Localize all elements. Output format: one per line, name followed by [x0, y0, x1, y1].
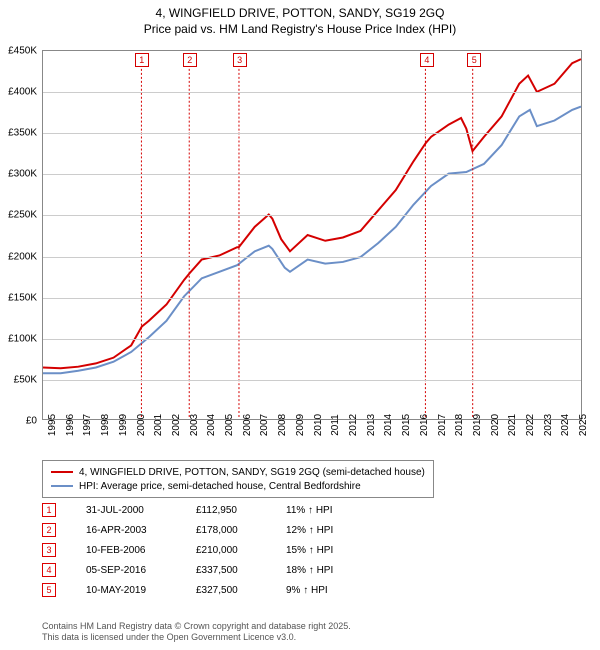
x-axis-label: 1997	[82, 414, 93, 436]
plot-svg	[43, 51, 581, 419]
x-axis-label: 2023	[543, 414, 554, 436]
transaction-marker: 3	[42, 543, 56, 557]
x-axis-label: 2001	[153, 414, 164, 436]
series-hpi	[43, 107, 581, 374]
x-axis-label: 2018	[454, 414, 465, 436]
y-axis-label: £0	[26, 416, 37, 427]
x-axis-label: 2017	[437, 414, 448, 436]
chart-title: 4, WINGFIELD DRIVE, POTTON, SANDY, SG19 …	[0, 0, 600, 37]
series-property	[43, 59, 581, 368]
transaction-price: £210,000	[196, 545, 286, 556]
x-axis-label: 2000	[136, 414, 147, 436]
footer: Contains HM Land Registry data © Crown c…	[42, 621, 351, 644]
title-line-2: Price paid vs. HM Land Registry's House …	[0, 22, 600, 38]
transaction-row: 1 31-JUL-2000£112,95011% ↑ HPI	[42, 500, 376, 520]
gridline-h	[43, 92, 581, 93]
transaction-date: 05-SEP-2016	[86, 565, 196, 576]
y-axis-label: £450K	[8, 46, 37, 57]
x-axis-label: 1996	[65, 414, 76, 436]
y-axis-label: £350K	[8, 128, 37, 139]
y-axis-label: £400K	[8, 87, 37, 98]
x-axis-label: 2020	[490, 414, 501, 436]
x-axis-label: 2014	[383, 414, 394, 436]
transaction-marker: 2	[42, 523, 56, 537]
x-axis-label: 2015	[401, 414, 412, 436]
legend-swatch-property	[51, 471, 73, 473]
legend-label-hpi: HPI: Average price, semi-detached house,…	[79, 481, 361, 492]
gridline-h	[43, 339, 581, 340]
transaction-date: 31-JUL-2000	[86, 505, 196, 516]
marker-box-2: 2	[183, 53, 197, 67]
marker-box-4: 4	[420, 53, 434, 67]
transaction-price: £327,500	[196, 585, 286, 596]
footer-line-2: This data is licensed under the Open Gov…	[42, 632, 351, 644]
marker-box-1: 1	[135, 53, 149, 67]
transaction-row: 2 16-APR-2003£178,00012% ↑ HPI	[42, 520, 376, 540]
transaction-marker: 1	[42, 503, 56, 517]
x-axis-label: 2019	[472, 414, 483, 436]
transaction-marker: 4	[42, 563, 56, 577]
y-axis-label: £250K	[8, 210, 37, 221]
gridline-h	[43, 133, 581, 134]
x-axis-label: 2004	[206, 414, 217, 436]
footer-line-1: Contains HM Land Registry data © Crown c…	[42, 621, 351, 633]
x-axis-label: 2002	[171, 414, 182, 436]
y-axis-label: £200K	[8, 251, 37, 262]
transaction-delta: 18% ↑ HPI	[286, 565, 376, 576]
transaction-row: 4 05-SEP-2016£337,50018% ↑ HPI	[42, 560, 376, 580]
x-axis-label: 2011	[330, 414, 341, 436]
transaction-delta: 15% ↑ HPI	[286, 545, 376, 556]
x-axis-label: 2005	[224, 414, 235, 436]
x-axis-label: 1995	[47, 414, 58, 436]
gridline-h	[43, 380, 581, 381]
legend-item-hpi: HPI: Average price, semi-detached house,…	[51, 479, 425, 493]
x-axis-label: 2009	[295, 414, 306, 436]
x-axis-label: 2013	[366, 414, 377, 436]
x-axis-label: 2010	[313, 414, 324, 436]
transactions-table: 1 31-JUL-2000£112,95011% ↑ HPI 2 16-APR-200…	[42, 500, 376, 600]
legend-item-property: 4, WINGFIELD DRIVE, POTTON, SANDY, SG19 …	[51, 465, 425, 479]
transaction-delta: 11% ↑ HPI	[286, 505, 376, 516]
transaction-price: £337,500	[196, 565, 286, 576]
transaction-row: 3 10-FEB-2006£210,00015% ↑ HPI	[42, 540, 376, 560]
x-axis-label: 2016	[419, 414, 430, 436]
gridline-h	[43, 257, 581, 258]
x-axis-label: 2021	[507, 414, 518, 436]
x-axis-label: 2008	[277, 414, 288, 436]
x-axis-label: 2025	[578, 414, 589, 436]
transaction-price: £112,950	[196, 505, 286, 516]
gridline-h	[43, 215, 581, 216]
title-line-1: 4, WINGFIELD DRIVE, POTTON, SANDY, SG19 …	[0, 6, 600, 22]
transaction-marker: 5	[42, 583, 56, 597]
gridline-h	[43, 298, 581, 299]
legend: 4, WINGFIELD DRIVE, POTTON, SANDY, SG19 …	[42, 460, 434, 498]
gridline-h	[43, 174, 581, 175]
marker-box-5: 5	[467, 53, 481, 67]
x-axis-label: 1999	[118, 414, 129, 436]
transaction-delta: 12% ↑ HPI	[286, 525, 376, 536]
x-axis-label: 2012	[348, 414, 359, 436]
x-axis-label: 2006	[242, 414, 253, 436]
transaction-delta: 9% ↑ HPI	[286, 585, 376, 596]
y-axis-label: £300K	[8, 169, 37, 180]
plot-area: £0£50K£100K£150K£200K£250K£300K£350K£400…	[42, 50, 582, 420]
legend-label-property: 4, WINGFIELD DRIVE, POTTON, SANDY, SG19 …	[79, 467, 425, 478]
y-axis-label: £150K	[8, 292, 37, 303]
transaction-date: 16-APR-2003	[86, 525, 196, 536]
transaction-row: 5 10-MAY-2019£327,5009% ↑ HPI	[42, 580, 376, 600]
y-axis-label: £100K	[8, 333, 37, 344]
chart-container: { "title": { "line1": "4, WINGFIELD DRIV…	[0, 0, 600, 650]
x-axis-label: 2024	[560, 414, 571, 436]
transaction-date: 10-MAY-2019	[86, 585, 196, 596]
y-axis-label: £50K	[14, 374, 37, 385]
marker-box-3: 3	[233, 53, 247, 67]
x-axis-label: 2003	[189, 414, 200, 436]
legend-swatch-hpi	[51, 485, 73, 487]
x-axis-label: 2007	[259, 414, 270, 436]
x-axis-label: 1998	[100, 414, 111, 436]
transaction-price: £178,000	[196, 525, 286, 536]
transaction-date: 10-FEB-2006	[86, 545, 196, 556]
x-axis-label: 2022	[525, 414, 536, 436]
